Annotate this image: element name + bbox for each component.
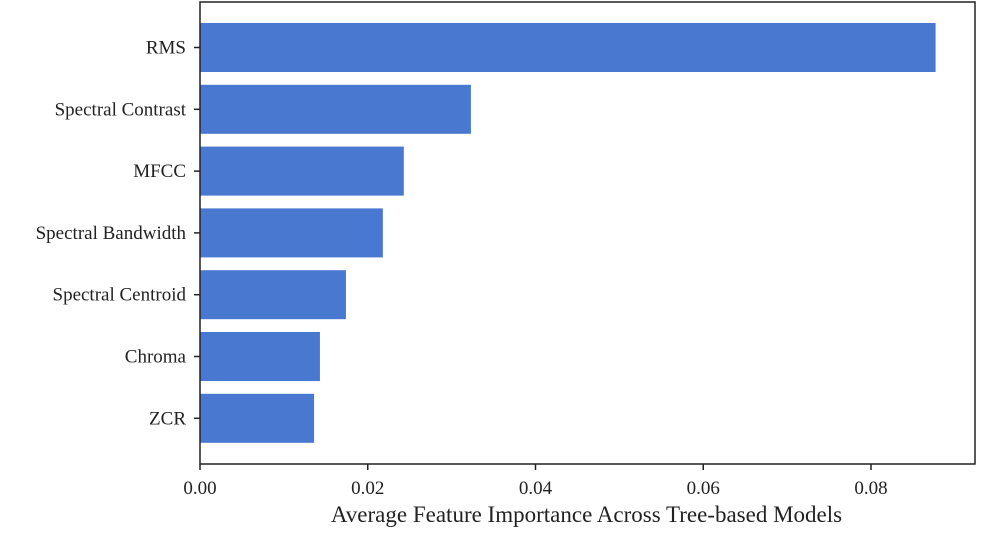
y-tick-label: Spectral Centroid <box>53 285 187 306</box>
bar-spectral-centroid <box>200 270 346 320</box>
bar-chroma <box>200 332 320 381</box>
y-tick-label: RMS <box>146 38 186 59</box>
bar-spectral-contrast <box>200 84 471 134</box>
y-tick-label: MFCC <box>133 161 186 182</box>
y-axis: RMS Spectral Contrast MFCC Spectral Bandwid… <box>36 38 200 429</box>
x-axis: 0.00 0.02 0.04 0.06 0.08 <box>183 464 888 499</box>
bar-rms <box>200 23 936 72</box>
bar-zcr <box>200 393 315 443</box>
bar-mfcc <box>200 146 404 196</box>
x-tick-label: 0.02 <box>351 478 384 499</box>
x-tick-label: 0.06 <box>687 478 720 499</box>
bar-spectral-bandwidth <box>200 208 383 258</box>
x-tick-label: 0.08 <box>854 478 887 499</box>
x-axis-title: Average Feature Importance Across Tree-b… <box>331 502 842 527</box>
y-tick-label: Spectral Contrast <box>55 99 187 120</box>
x-tick-label: 0.04 <box>519 478 553 499</box>
y-tick-label: ZCR <box>149 408 186 429</box>
y-tick-label: Spectral Bandwidth <box>36 223 187 244</box>
y-tick-label: Chroma <box>125 347 187 368</box>
x-tick-label: 0.00 <box>183 478 216 499</box>
bars-group <box>200 23 936 443</box>
